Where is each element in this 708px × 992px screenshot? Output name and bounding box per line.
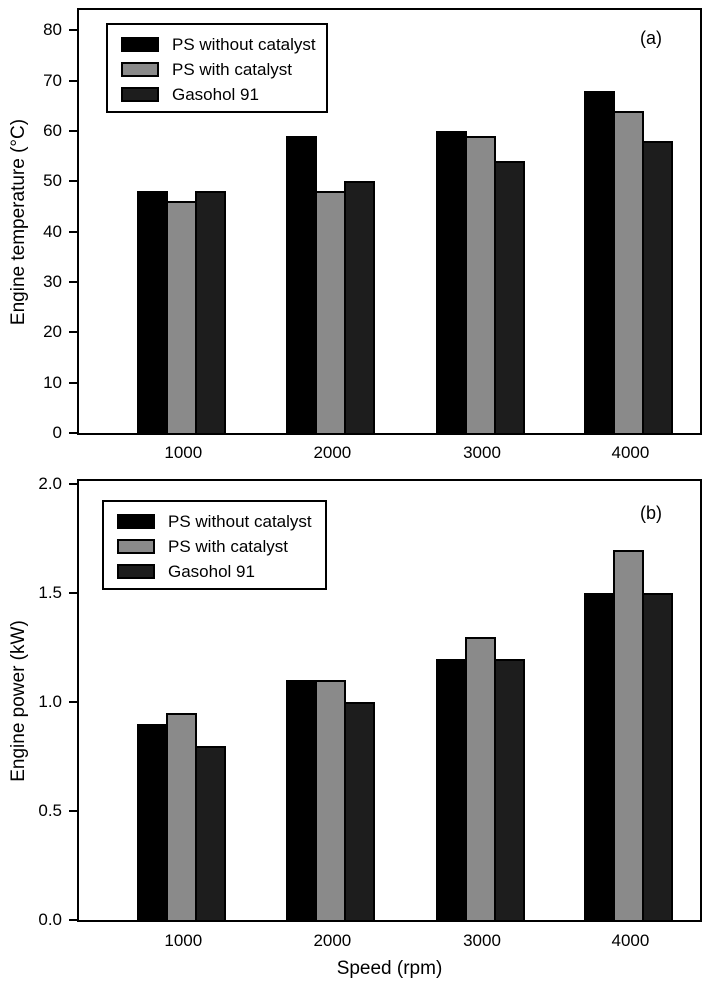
y-axis-tick	[69, 79, 77, 82]
panel-letter-b: (b)	[640, 503, 662, 523]
bar-ps-with-catalyst-2000rpm	[314, 680, 346, 920]
bar-ps-with-catalyst-1000rpm	[165, 201, 197, 433]
y-axis-tick	[69, 432, 77, 434]
bar-ps-with-catalyst-4000rpm	[612, 110, 644, 433]
bar-ps-with-catalyst-2000rpm	[314, 191, 346, 433]
legend-swatch-ps-with-catalyst	[117, 539, 155, 554]
bar-gasohol-91-4000rpm	[641, 140, 673, 433]
legend-label: PS with catalyst	[172, 59, 292, 79]
bar-ps-with-catalyst-1000rpm	[165, 713, 197, 920]
legend-label: Gasohol 91	[168, 561, 255, 581]
y-axis-tick-label: 40	[43, 221, 62, 241]
bar-gasohol-91-1000rpm	[194, 191, 226, 433]
y-axis-tick-label: 0.0	[38, 910, 62, 929]
y-axis-tick	[69, 230, 77, 233]
bar-gasohol-91-1000rpm	[194, 745, 226, 920]
y-axis-tick-label: 10	[43, 372, 62, 392]
plot-area-panel-b: PS without catalyst PS with catalyst Gas…	[77, 479, 702, 922]
bar-ps-without-catalyst-1000rpm	[136, 191, 168, 433]
x-axis-tick-label: 3000	[463, 931, 501, 950]
y-axis-tick	[69, 483, 77, 486]
bar-ps-without-catalyst-2000rpm	[285, 135, 317, 433]
bar-ps-without-catalyst-2000rpm	[285, 680, 317, 920]
legend-label: PS with catalyst	[168, 536, 288, 556]
bar-ps-with-catalyst-3000rpm	[464, 636, 496, 920]
y-axis-tick	[69, 919, 77, 921]
x-axis-tick-label: 1000	[164, 443, 203, 462]
y-axis-tick-label: 70	[43, 70, 62, 90]
y-axis-tick-label: 0	[52, 423, 62, 442]
y-axis-tick	[69, 280, 77, 283]
y-axis-tick	[69, 129, 77, 132]
bar-gasohol-91-2000rpm	[343, 702, 375, 920]
bar-ps-with-catalyst-4000rpm	[612, 549, 644, 920]
legend-label: Gasohol 91	[172, 84, 259, 104]
legend-swatch-ps-without-catalyst	[117, 514, 155, 529]
x-axis-tick-label: 4000	[611, 931, 650, 950]
bar-ps-without-catalyst-4000rpm	[583, 593, 615, 920]
y-axis-tick	[69, 592, 77, 595]
bar-ps-without-catalyst-3000rpm	[435, 658, 467, 920]
x-axis-title: Speed (rpm)	[336, 958, 443, 979]
bar-ps-without-catalyst-1000rpm	[136, 723, 168, 920]
y-axis-tick	[69, 381, 77, 384]
legend-panel-a: PS without catalyst PS with catalyst Gas…	[106, 23, 328, 113]
legend-item: Gasohol 91	[121, 82, 326, 107]
bar-gasohol-91-3000rpm	[493, 161, 525, 433]
legend-swatch-gasohol-91	[121, 87, 159, 102]
x-axis-tick-label: 4000	[611, 443, 650, 462]
y-axis-tick-label: 1.5	[38, 583, 62, 603]
legend-swatch-gasohol-91	[117, 564, 155, 579]
legend-item: PS with catalyst	[121, 57, 326, 82]
y-axis-tick	[69, 810, 77, 813]
y-axis-tick-label: 1.0	[38, 692, 62, 712]
y-axis-tick-label: 20	[43, 322, 62, 342]
y-axis-tick-label: 0.5	[38, 801, 62, 821]
legend-label: PS without catalyst	[172, 34, 316, 54]
x-axis-tick-label: 1000	[164, 931, 203, 950]
y-axis-tick-label: 80	[43, 20, 62, 40]
panel-letter-a: (a)	[640, 28, 662, 48]
x-axis-tick-label: 2000	[313, 443, 352, 462]
y-axis-tick-label: 2.0	[38, 474, 62, 494]
legend-item: PS without catalyst	[121, 32, 326, 57]
bar-ps-without-catalyst-3000rpm	[435, 130, 467, 433]
y-axis-tick	[69, 701, 77, 704]
y-axis-tick	[69, 331, 77, 334]
y-axis-tick	[69, 29, 77, 32]
bar-gasohol-91-3000rpm	[493, 658, 525, 920]
legend-item: PS with catalyst	[117, 534, 325, 559]
y-axis-tick	[69, 180, 77, 183]
bar-ps-with-catalyst-3000rpm	[464, 135, 496, 433]
x-axis-tick-label: 3000	[463, 443, 501, 462]
legend-swatch-ps-with-catalyst	[121, 62, 159, 77]
legend-item: Gasohol 91	[117, 559, 325, 584]
legend-item: PS without catalyst	[117, 509, 325, 534]
y-axis-tick-label: 60	[43, 120, 62, 140]
legend-swatch-ps-without-catalyst	[121, 37, 159, 52]
x-axis-tick-label: 2000	[313, 931, 352, 950]
bar-ps-without-catalyst-4000rpm	[583, 90, 615, 433]
plot-area-panel-a: PS without catalyst PS with catalyst Gas…	[77, 8, 702, 435]
y-axis-tick-label: 50	[43, 171, 62, 191]
legend-panel-b: PS without catalyst PS with catalyst Gas…	[102, 500, 327, 590]
bar-gasohol-91-2000rpm	[343, 181, 375, 433]
y-axis-tick-label: 30	[43, 271, 62, 291]
bar-gasohol-91-4000rpm	[641, 593, 673, 920]
legend-label: PS without catalyst	[168, 511, 312, 531]
